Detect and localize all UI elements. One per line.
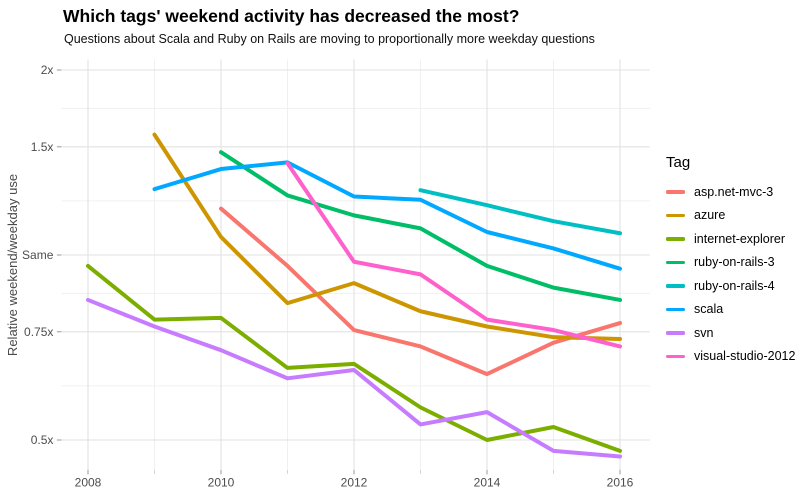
legend-item-visual-studio-2012: visual-studio-2012 <box>666 345 800 369</box>
legend-label: scala <box>694 302 724 317</box>
y-axis-label: Relative weekend/weekday use <box>5 173 20 357</box>
series-line-svn <box>86 297 622 459</box>
series-line-ruby-on-rails-3 <box>219 150 622 302</box>
legend-label: svn <box>694 325 714 340</box>
legend-swatch <box>666 237 685 241</box>
series-line-visual-studio-2012 <box>285 161 622 349</box>
chart-title: Which tags' weekend activity has decreas… <box>63 6 520 26</box>
y-tick-label: 0.75x <box>24 325 53 339</box>
legend-swatch <box>666 260 685 264</box>
x-tick-label: 2012 <box>341 475 368 489</box>
series-line-internet-explorer <box>86 263 622 453</box>
legend-items: asp.net-mvc-3 azure internet-explorer ruby-… <box>666 180 800 368</box>
series-line-asp.net-mvc-3 <box>219 206 622 377</box>
x-tick-label: 2010 <box>208 475 235 489</box>
legend-swatch <box>666 213 685 217</box>
y-tick-label: 2x <box>41 63 54 77</box>
legend-title: Tag <box>666 154 691 171</box>
series-line-ruby-on-rails-4 <box>418 188 622 236</box>
legend-swatch <box>666 307 685 311</box>
x-tick-label: 2014 <box>474 475 501 489</box>
legend-item-svn: svn <box>666 321 800 345</box>
x-tick-label: 2016 <box>607 475 634 489</box>
legend-swatch <box>666 284 685 288</box>
x-tick-label: 2008 <box>75 475 102 489</box>
series-line-scala <box>152 160 622 271</box>
legend: Tag asp.net-mvc-3 azure internet-explorer r… <box>666 154 800 368</box>
series-line-azure <box>152 132 622 341</box>
legend-label: visual-studio-2012 <box>694 349 796 364</box>
legend-item-scala: scala <box>666 298 800 322</box>
legend-label: asp.net-mvc-3 <box>694 184 774 199</box>
legend-swatch <box>666 354 685 358</box>
legend-label: ruby-on-rails-3 <box>694 255 775 270</box>
legend-swatch <box>666 190 685 194</box>
y-tick-label: 1.5x <box>31 140 54 154</box>
legend-item-asp.net-mvc-3: asp.net-mvc-3 <box>666 180 800 204</box>
legend-item-azure: azure <box>666 204 800 228</box>
legend-label: azure <box>694 208 726 223</box>
legend-label: ruby-on-rails-4 <box>694 278 775 293</box>
legend-item-ruby-on-rails-4: ruby-on-rails-4 <box>666 274 800 298</box>
legend-swatch <box>666 331 685 335</box>
legend-item-internet-explorer: internet-explorer <box>666 227 800 251</box>
legend-label: internet-explorer <box>694 231 786 246</box>
chart-subtitle: Questions about Scala and Ruby on Rails … <box>64 32 595 46</box>
y-tick-label: 0.5x <box>31 433 54 447</box>
legend-item-ruby-on-rails-3: ruby-on-rails-3 <box>666 251 800 275</box>
y-tick-label: Same <box>22 248 54 262</box>
